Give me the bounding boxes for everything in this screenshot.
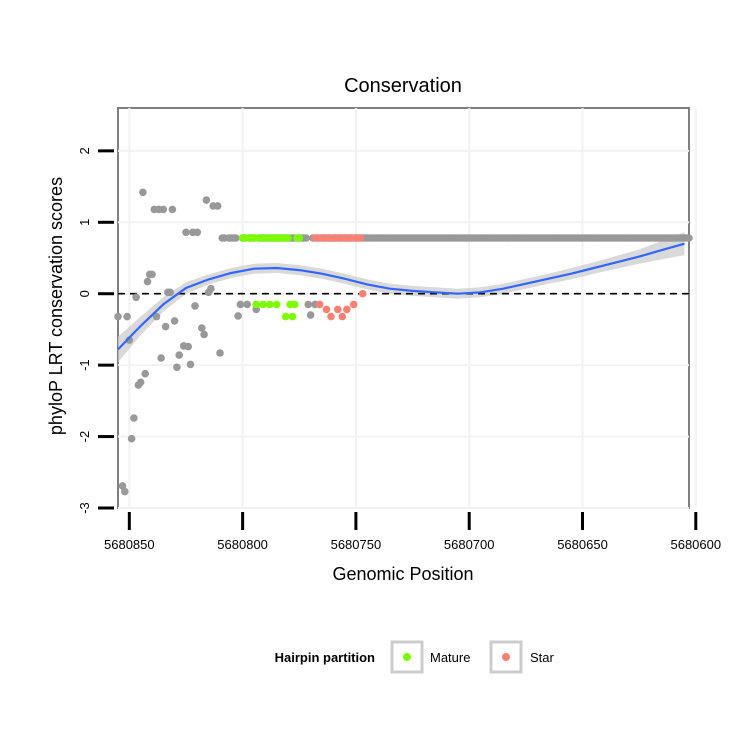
y-tick-label-2: -1	[77, 359, 92, 371]
y-tick-label-0: -3	[77, 502, 92, 514]
legend-label-star: Star	[530, 650, 555, 665]
legend-title: Hairpin partition	[275, 650, 375, 665]
legend-label-mature: Mature	[430, 650, 470, 665]
point-other-3	[123, 313, 131, 321]
point-other-36	[203, 196, 211, 204]
chart-title: Conservation	[344, 75, 462, 97]
point-other-52	[243, 301, 251, 309]
point-mature-8	[259, 301, 267, 309]
point-star-14	[343, 306, 351, 314]
point-star-20	[357, 234, 365, 242]
point-other-26	[175, 351, 183, 359]
point-star-7	[327, 313, 335, 321]
point-other-25	[173, 364, 181, 372]
y-tick-label-5: 2	[77, 147, 92, 154]
point-mature-22	[291, 301, 299, 309]
legend-marker-mature	[403, 653, 411, 661]
point-other-12	[144, 278, 152, 286]
y-axis: -3 -2 -1 0 1 2	[77, 147, 114, 514]
conservation-chart: Conservation 5680850 5680800 5680750 568070…	[0, 0, 750, 750]
point-mature-24	[296, 234, 304, 242]
point-mature-18	[282, 313, 290, 321]
point-star-21	[359, 290, 367, 298]
point-other-35	[200, 331, 208, 339]
point-other-41	[216, 349, 224, 357]
point-star-17	[350, 301, 358, 309]
legend: Hairpin partition Mature Star	[275, 642, 555, 672]
point-other-33	[194, 229, 202, 237]
point-other-40	[214, 202, 222, 210]
point-other-19	[160, 206, 168, 214]
x-tick-label-4: 5680650	[557, 537, 608, 552]
point-other-6	[130, 414, 138, 422]
point-other-49	[237, 301, 245, 309]
point-mature-21	[289, 313, 297, 321]
point-mature-14	[273, 301, 281, 309]
y-tick-label-4: 1	[77, 219, 92, 226]
point-other-38	[207, 285, 215, 293]
point-other-10	[139, 189, 147, 197]
point-other-80	[307, 311, 315, 319]
x-tick-label-1: 5680800	[217, 537, 268, 552]
point-other-20	[162, 323, 170, 331]
plot-panel	[118, 108, 689, 508]
point-star-10	[334, 306, 342, 314]
point-other-30	[187, 361, 195, 369]
point-mature-19	[284, 234, 292, 242]
x-tick-label-3: 5680700	[444, 537, 495, 552]
point-other-9	[137, 379, 145, 387]
x-axis-label: Genomic Position	[332, 564, 473, 584]
point-other-79	[305, 301, 313, 309]
point-star-2	[316, 301, 324, 309]
point-other-48	[234, 312, 242, 320]
point-other-14	[148, 271, 156, 279]
point-other-11	[141, 370, 149, 378]
point-other-24	[171, 317, 179, 325]
point-other-29	[184, 343, 192, 351]
x-tick-label-0: 5680850	[104, 537, 155, 552]
x-axis: 5680850 5680800 5680750 5680700 5680650 56806…	[104, 512, 721, 552]
point-other-78	[302, 234, 310, 242]
point-mature-11	[266, 301, 274, 309]
point-other-18	[157, 354, 165, 362]
point-star-5	[323, 306, 331, 314]
x-tick-label-2: 5680750	[331, 537, 382, 552]
point-star-12	[339, 313, 347, 321]
point-other-22	[166, 289, 174, 297]
x-tick-label-5: 5680600	[670, 537, 721, 552]
y-tick-label-1: -2	[77, 431, 92, 443]
point-other-47	[232, 234, 240, 242]
y-tick-label-3: 0	[77, 290, 92, 297]
point-other-32	[191, 302, 199, 310]
point-other-0	[114, 313, 122, 321]
point-other-23	[169, 206, 177, 214]
point-mature-5	[252, 301, 260, 309]
point-other-2	[121, 488, 129, 496]
point-other-5	[128, 435, 136, 443]
y-axis-label: phyloP LRT conservation scores	[46, 177, 66, 435]
legend-marker-star	[502, 653, 510, 661]
point-other-28	[182, 229, 190, 237]
point-other-7	[132, 294, 140, 302]
point-other-247	[685, 234, 693, 242]
